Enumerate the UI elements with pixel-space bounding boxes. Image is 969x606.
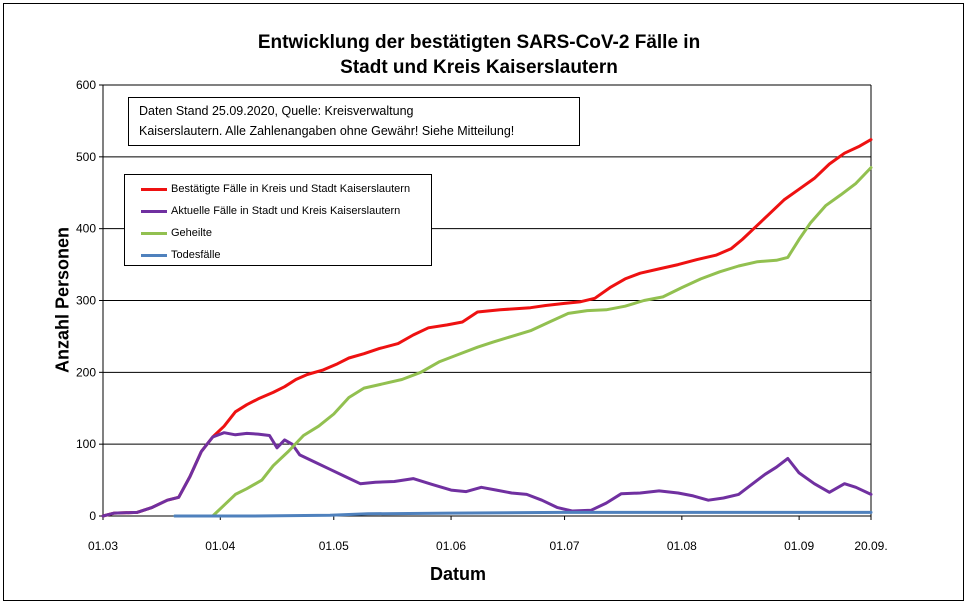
legend-swatch (141, 187, 167, 191)
legend-item-aktuelle: Aktuelle Fälle in Stadt und Kreis Kaiser… (141, 204, 400, 218)
x-axis-label: Datum (429, 564, 487, 584)
legend-swatch (141, 209, 167, 213)
x-tick-label: 01.03 (88, 539, 118, 553)
data-note: Daten Stand 25.09.2020, Quelle: Kreisver… (128, 97, 580, 146)
x-tick-label: 01.06 (436, 539, 466, 553)
legend: Bestätigte Fälle in Kreis und Stadt Kais… (124, 174, 432, 266)
y-tick-label: 500 (76, 150, 96, 164)
x-tick-label: 01.09 (784, 539, 814, 553)
y-tick-label: 0 (89, 509, 96, 523)
chart-title: Entwicklung der bestätigten SARS-CoV-2 F… (4, 30, 954, 80)
x-tick-label: 01.04 (205, 539, 235, 553)
legend-label: Geheilte (171, 227, 212, 239)
y-tick-label: 600 (76, 78, 96, 92)
series-line-3 (173, 510, 873, 518)
chart-title-line-2: Stadt und Kreis Kaiserslautern (340, 57, 618, 78)
legend-label: Todesfälle (171, 249, 221, 261)
data-note-line-2: Kaiserslautern. Alle Zahlenangaben ohne … (139, 124, 515, 138)
y-tick-label: 400 (76, 222, 96, 236)
series-line-2 (173, 166, 873, 518)
legend-swatch (141, 253, 167, 257)
legend-item-geheilte: Geheilte (141, 226, 212, 240)
x-tick-label: 01.07 (550, 539, 580, 553)
y-tick-label: 100 (76, 437, 96, 451)
y-tick-label: 200 (76, 365, 96, 379)
data-note-line-1: Daten Stand 25.09.2020, Quelle: Kreisver… (139, 104, 414, 118)
series-line-1 (101, 431, 873, 518)
legend-item-bestaetigte: Bestätigte Fälle in Kreis und Stadt Kais… (141, 182, 410, 196)
x-tick-label: 01.08 (667, 539, 697, 553)
chart-title-line-1: Entwicklung der bestätigten SARS-CoV-2 F… (257, 32, 701, 53)
legend-item-todesfaelle: Todesfälle (141, 248, 221, 262)
x-tick-label: 20.09. (854, 539, 887, 553)
y-tick-label: 300 (76, 294, 96, 308)
y-axis-label: Anzahl Personen (52, 226, 73, 374)
legend-swatch (141, 231, 167, 235)
x-tick-label: 01.05 (319, 539, 349, 553)
series-line-0 (101, 138, 873, 518)
legend-label: Bestätigte Fälle in Kreis und Stadt Kais… (171, 183, 411, 195)
legend-label: Aktuelle Fälle in Stadt und Kreis Kaiser… (171, 205, 401, 217)
